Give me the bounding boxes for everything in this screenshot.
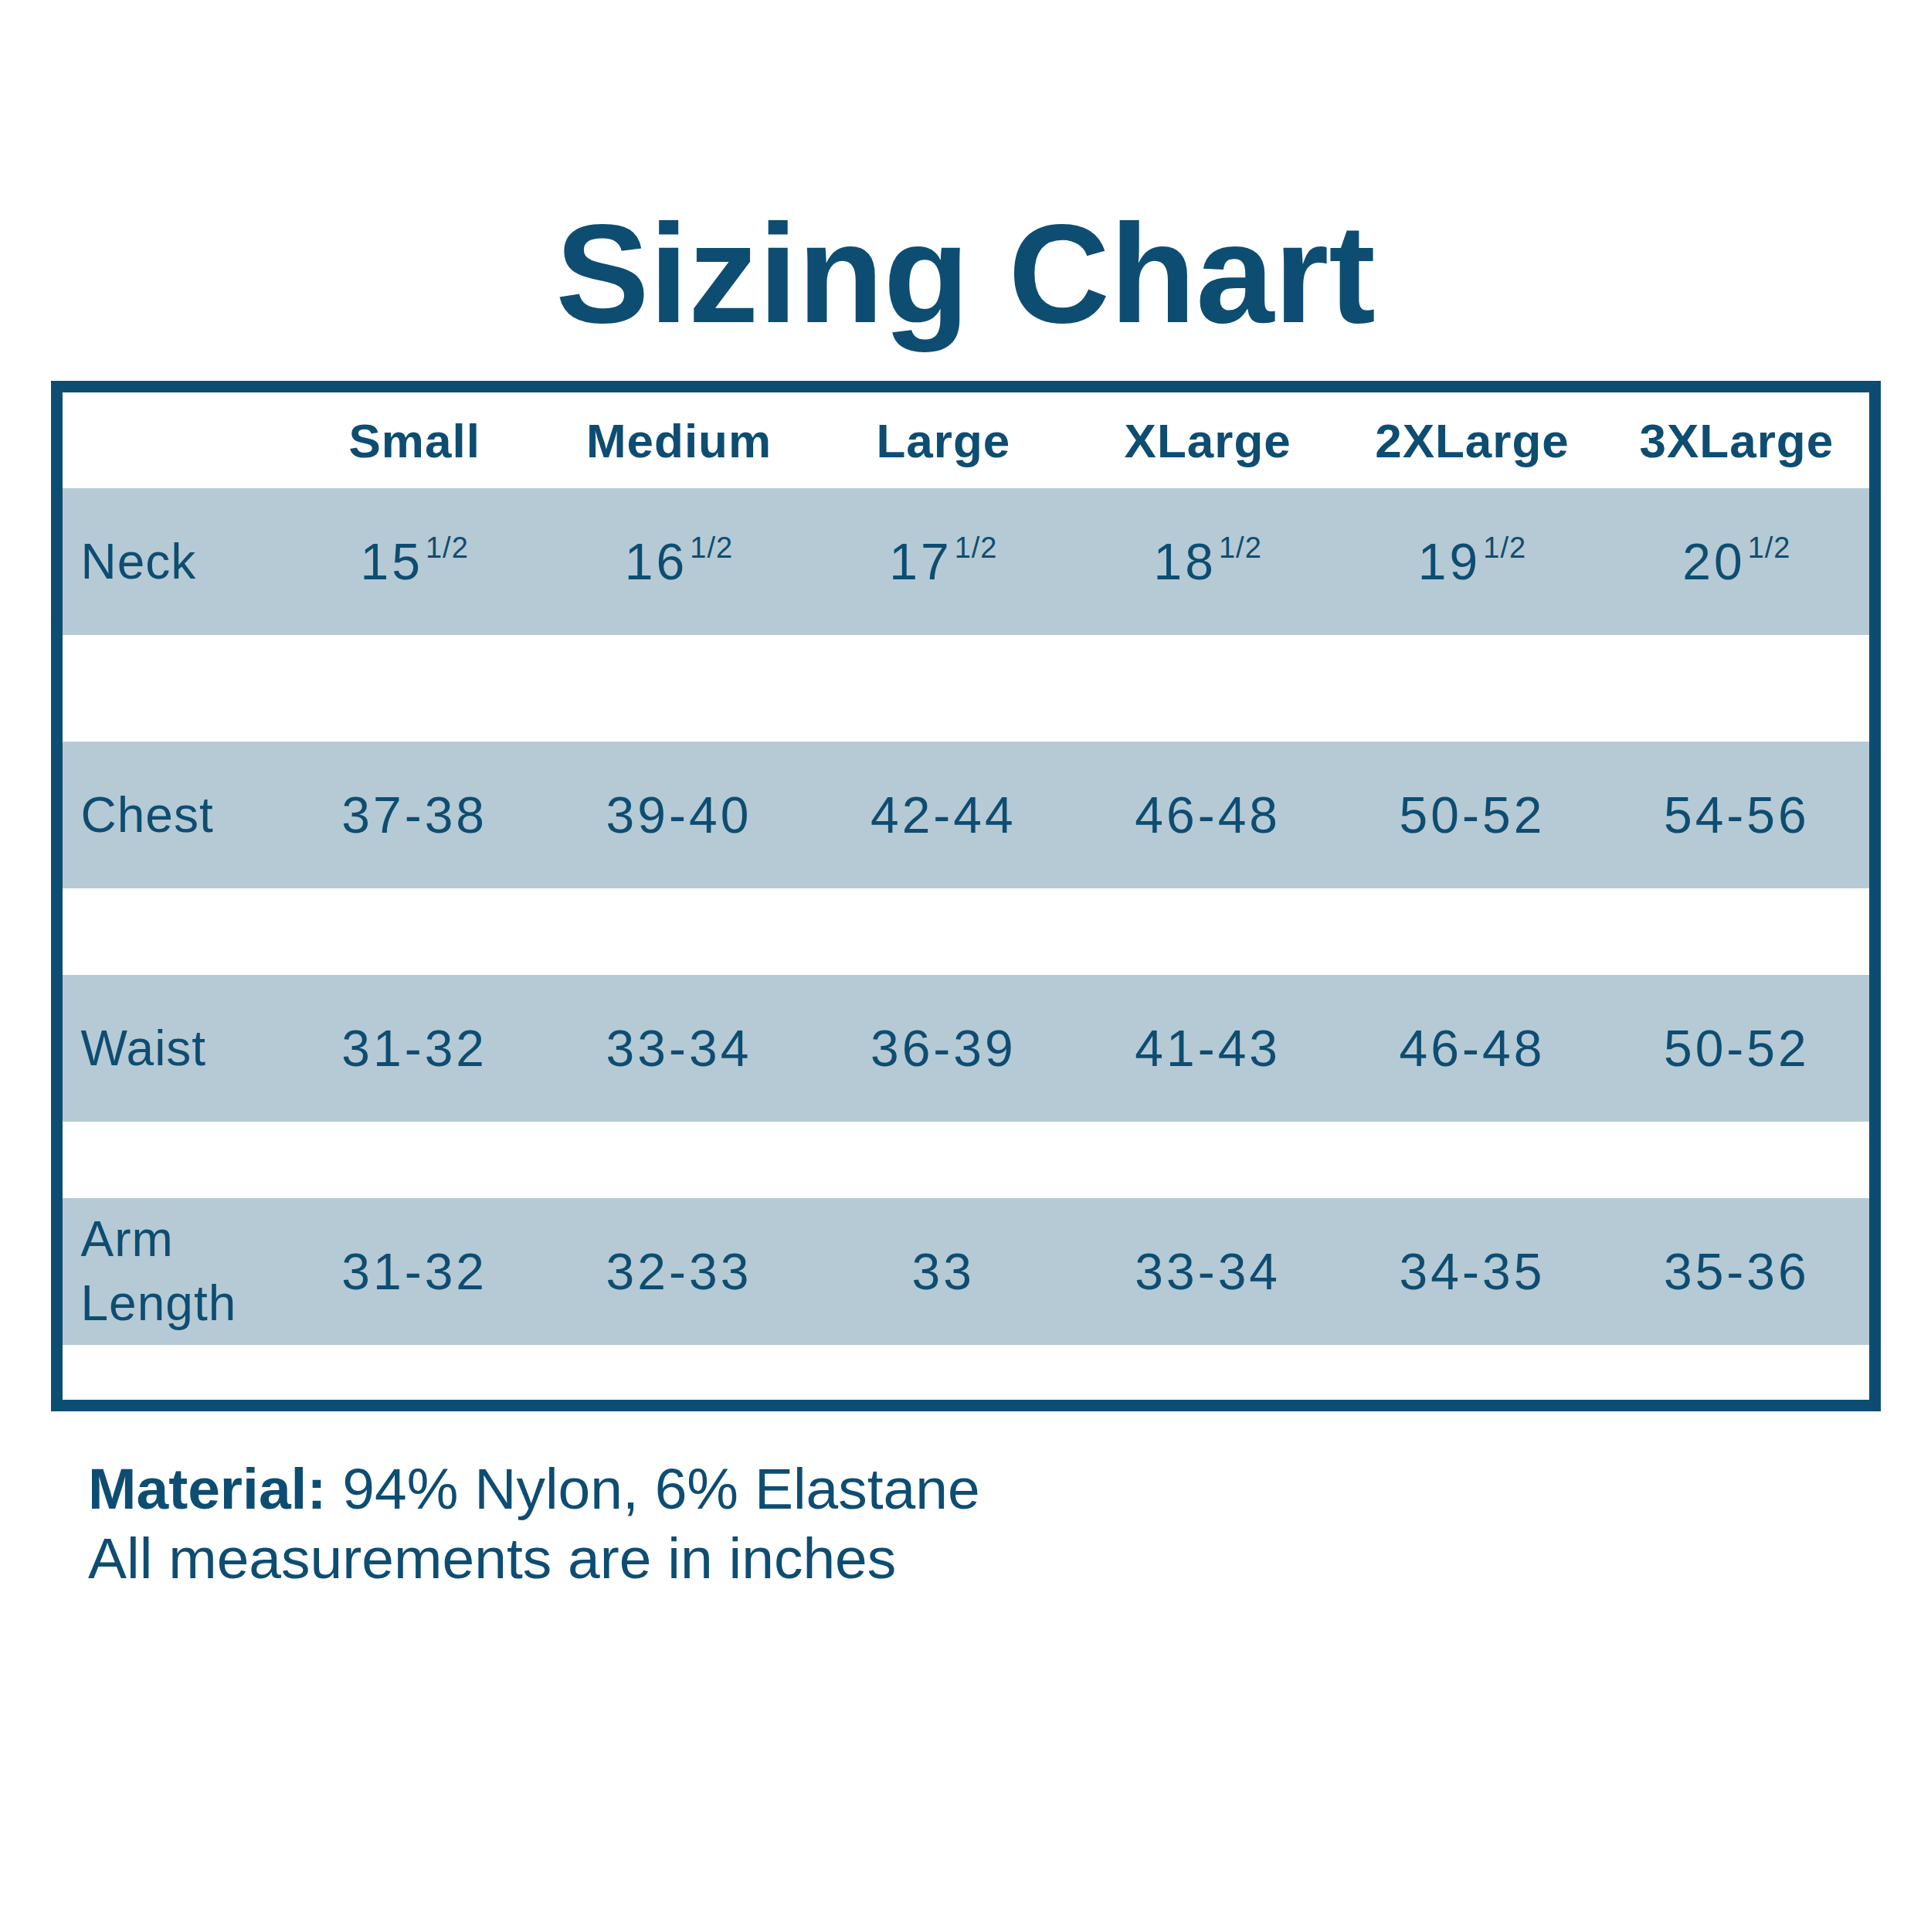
sizing-table: SmallMediumLargeXLarge2XLarge3XLarge Nec… <box>51 381 1881 1411</box>
column-header-small: Small <box>283 413 547 468</box>
table-cell: 39-40 <box>547 786 811 844</box>
table-cell: 171/2 <box>811 532 1075 591</box>
table-cell: 41-43 <box>1076 1019 1340 1078</box>
table-cell: 33-34 <box>1076 1242 1340 1301</box>
fraction-superscript: 1/2 <box>955 531 998 564</box>
measurements-note: All measurements are in inches <box>88 1523 1931 1593</box>
table-cell: 151/2 <box>283 532 547 591</box>
column-header-3xlarge: 3XLarge <box>1604 413 1868 468</box>
column-header-2xlarge: 2XLarge <box>1340 413 1604 468</box>
column-header-xlarge: XLarge <box>1076 413 1340 468</box>
table-cell: 46-48 <box>1340 1019 1604 1078</box>
table-row-arm-length: Arm Length31-3232-333333-3434-3535-36 <box>63 1198 1869 1345</box>
table-row-neck: Neck151/2161/2171/2181/2191/2201/2 <box>63 488 1869 635</box>
fraction-superscript: 1/2 <box>1483 531 1526 564</box>
row-label-chest: Chest <box>63 783 283 847</box>
table-cell: 34-35 <box>1340 1242 1604 1301</box>
table-cell: 191/2 <box>1340 532 1604 591</box>
table-cell: 50-52 <box>1604 1019 1868 1078</box>
row-spacer <box>63 635 1869 742</box>
table-row-chest: Chest37-3839-4042-4446-4850-5254-56 <box>63 742 1869 888</box>
row-spacer <box>63 1122 1869 1198</box>
table-header-row: SmallMediumLargeXLarge2XLarge3XLarge <box>63 392 1869 488</box>
row-label-waist: Waist <box>63 1017 283 1081</box>
fraction-superscript: 1/2 <box>1748 531 1791 564</box>
table-cell: 31-32 <box>283 1242 547 1301</box>
table-cell: 161/2 <box>547 532 811 591</box>
fraction-superscript: 1/2 <box>426 531 469 564</box>
table-cell: 31-32 <box>283 1019 547 1078</box>
table-cell: 36-39 <box>811 1019 1075 1078</box>
table-cell: 37-38 <box>283 786 547 844</box>
row-label-neck: Neck <box>63 530 283 594</box>
material-note: Material: 94% Nylon, 6% Elastane <box>88 1454 1931 1523</box>
fraction-superscript: 1/2 <box>690 531 733 564</box>
table-body: Neck151/2161/2171/2181/2191/2201/2Chest3… <box>63 488 1869 1400</box>
row-spacer <box>63 888 1869 975</box>
table-cell: 201/2 <box>1604 532 1868 591</box>
table-cell: 181/2 <box>1076 532 1340 591</box>
table-cell: 42-44 <box>811 786 1075 844</box>
material-label: Material: <box>88 1456 326 1521</box>
fraction-superscript: 1/2 <box>1219 531 1262 564</box>
table-cell: 32-33 <box>547 1242 811 1301</box>
table-bottom-spacer <box>63 1345 1869 1400</box>
page-title: Sizing Chart <box>0 189 1931 358</box>
table-cell: 35-36 <box>1604 1242 1868 1301</box>
row-label-arm-length: Arm Length <box>63 1207 283 1336</box>
material-value: 94% Nylon, 6% Elastane <box>342 1456 979 1521</box>
table-cell: 50-52 <box>1340 786 1604 844</box>
table-cell: 33 <box>811 1242 1075 1301</box>
table-row-waist: Waist31-3233-3436-3941-4346-4850-52 <box>63 975 1869 1122</box>
sizing-chart-infographic: Sizing Chart SmallMediumLargeXLarge2XLar… <box>0 189 1931 1932</box>
notes-section: Material: 94% Nylon, 6% Elastane All mea… <box>88 1454 1931 1593</box>
column-header-medium: Medium <box>547 413 811 468</box>
column-header-large: Large <box>811 413 1075 468</box>
table-cell: 54-56 <box>1604 786 1868 844</box>
table-cell: 46-48 <box>1076 786 1340 844</box>
table-cell: 33-34 <box>547 1019 811 1078</box>
